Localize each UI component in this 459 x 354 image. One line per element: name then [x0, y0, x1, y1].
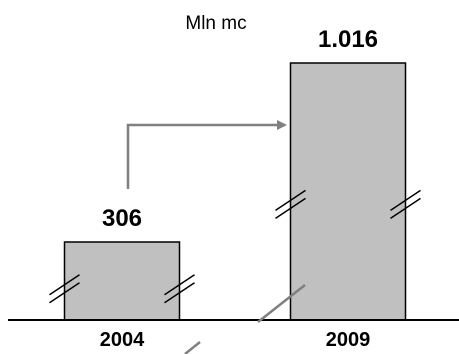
bar-2004: [63, 241, 181, 321]
axis-break-mark-2004-left: [49, 274, 80, 304]
x-tick-label-2004: 2004: [100, 329, 145, 351]
value-label-2009: 1.016: [318, 26, 378, 53]
value-label-2004: 306: [102, 205, 142, 232]
growth-arrow: [126, 120, 287, 189]
pointer-line-lower: [184, 341, 201, 354]
pointer-line: [257, 284, 306, 323]
axis-break-mark-2009-left: [275, 189, 306, 219]
bars-layer: [63, 62, 407, 321]
x-tick-label-2009: 2009: [326, 329, 371, 351]
axis-break-marks: [49, 189, 421, 304]
bar-2009: [289, 62, 407, 321]
x-tick-labels: 2004 2009: [100, 329, 371, 351]
axis-break-mark-2009-right: [390, 189, 421, 219]
axis-break-mark-2004-right: [164, 274, 195, 304]
unit-label: Mln mc: [185, 13, 246, 34]
value-labels: 306 1.016: [102, 26, 378, 232]
